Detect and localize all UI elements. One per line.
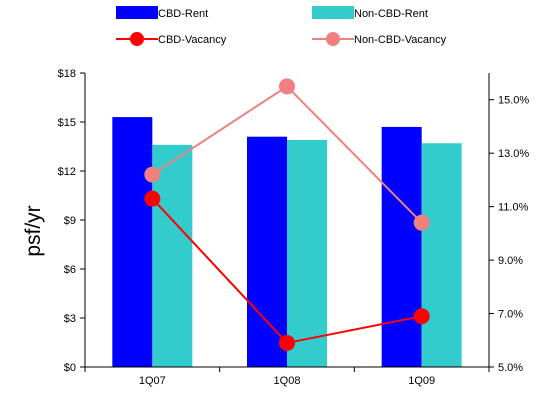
point-cbd-vacancy-1q08 bbox=[279, 335, 295, 351]
x-tick-label: 1Q07 bbox=[139, 375, 166, 387]
point-non-cbd-vacancy-1q07 bbox=[144, 167, 160, 183]
x-tick-label: 1Q09 bbox=[408, 375, 435, 387]
bar-non-cbd-rent-1q09 bbox=[422, 143, 462, 367]
bar-cbd-rent-1q09 bbox=[382, 127, 422, 367]
legend-swatch bbox=[116, 6, 158, 19]
legend-label: CBD-Vacancy bbox=[158, 34, 227, 46]
legend-label: Non-CBD-Vacancy bbox=[354, 34, 447, 46]
legend-swatch bbox=[312, 6, 354, 19]
y2-tick-label: 15.0% bbox=[498, 95, 529, 107]
y2-tick-label: 9.0% bbox=[498, 255, 523, 267]
legend-label: CBD-Rent bbox=[158, 8, 208, 20]
bar-cbd-rent-1q07 bbox=[112, 117, 152, 367]
y-tick-label: $0 bbox=[64, 362, 76, 374]
point-non-cbd-vacancy-1q08 bbox=[279, 78, 295, 94]
y-tick-label: $3 bbox=[64, 313, 76, 325]
point-cbd-vacancy-1q09 bbox=[414, 308, 430, 324]
y2-tick-label: 7.0% bbox=[498, 309, 523, 321]
legend-swatch-marker bbox=[326, 32, 340, 46]
legend-label: Non-CBD-Rent bbox=[354, 8, 428, 20]
y-tick-label: $9 bbox=[64, 215, 76, 227]
bar-non-cbd-rent-1q08 bbox=[287, 140, 327, 367]
bars bbox=[112, 117, 461, 367]
bar-cbd-rent-1q08 bbox=[247, 137, 287, 367]
y2-tick-label: 11.0% bbox=[498, 202, 529, 214]
y-tick-label: $6 bbox=[64, 264, 76, 276]
x-tick-label: 1Q08 bbox=[274, 375, 301, 387]
point-non-cbd-vacancy-1q09 bbox=[414, 215, 430, 231]
y2-tick-label: 5.0% bbox=[498, 362, 523, 374]
y-axis-label: psf/yr bbox=[22, 205, 45, 256]
legend-swatch-marker bbox=[130, 32, 144, 46]
y2-tick-label: 13.0% bbox=[498, 148, 529, 160]
y-tick-label: $18 bbox=[58, 68, 76, 80]
y-tick-label: $12 bbox=[58, 166, 76, 178]
y-tick-label: $15 bbox=[58, 117, 76, 129]
legend: CBD-Rent Non-CBD-Rent CBD-Vacancy Non-CBD-V… bbox=[116, 6, 447, 46]
point-cbd-vacancy-1q07 bbox=[144, 191, 160, 207]
